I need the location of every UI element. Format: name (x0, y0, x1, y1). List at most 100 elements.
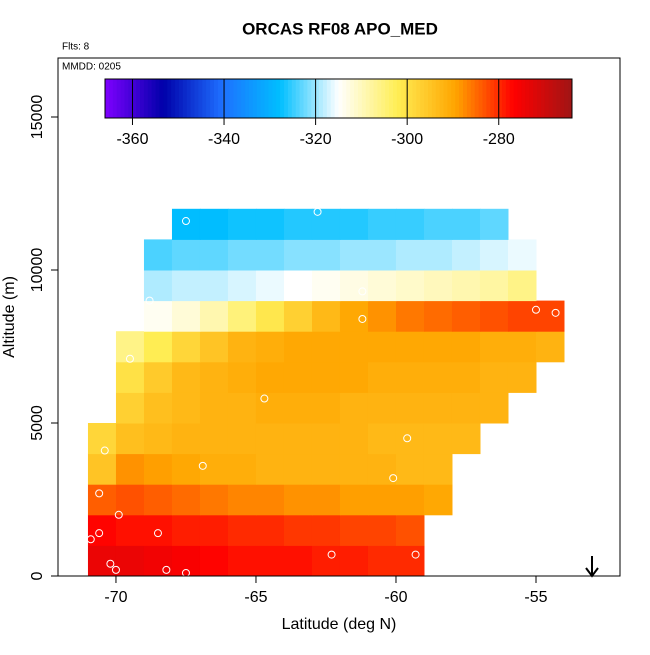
heatmap-cell (367, 422, 397, 455)
y-tick-label: 5000 (29, 405, 46, 441)
sample-point (145, 296, 154, 305)
colorbar-swatch (498, 79, 503, 118)
heatmap-cell (423, 484, 453, 516)
heatmap-cell (283, 545, 313, 577)
colorbar-swatch (381, 79, 386, 118)
sample-point (551, 308, 560, 317)
colorbar-swatch (319, 79, 324, 118)
colorbar-swatch (501, 79, 507, 118)
heatmap-cell (339, 514, 369, 546)
colorbar-swatch (287, 79, 293, 118)
colorbar-swatch (268, 79, 273, 118)
heatmap-cell (367, 484, 397, 516)
colorbar-swatch (229, 79, 234, 118)
colorbar-swatch (178, 79, 184, 118)
colorbar-swatch (416, 79, 421, 118)
sample-point (95, 489, 104, 498)
x-tick-label: -60 (384, 589, 407, 606)
colorbar-swatch (171, 79, 176, 118)
colorbar-swatch (280, 79, 285, 118)
colorbar-swatch (513, 79, 519, 118)
sample-point (125, 354, 134, 363)
colorbar-swatch (120, 79, 125, 118)
heatmap-cell (451, 208, 481, 240)
heatmap-cell (311, 269, 341, 302)
colorbar-swatch (241, 79, 246, 118)
heatmap-cell (479, 392, 509, 424)
heatmap-cell (143, 392, 173, 424)
colorbar-swatch (260, 79, 266, 118)
colorbar-swatch (560, 79, 565, 118)
heatmap-cell (115, 545, 145, 577)
colorbar-swatch (392, 79, 398, 118)
heatmap-cell (227, 545, 257, 577)
heatmap-cell (311, 361, 341, 393)
heatmap-cell (87, 484, 117, 516)
heatmap-cell (255, 300, 285, 332)
heatmap-cell (395, 361, 425, 393)
x-tick-label: -55 (524, 589, 547, 606)
heatmap-cell (507, 269, 537, 302)
colorbar-swatch (217, 79, 223, 118)
heatmap-cell (311, 392, 341, 424)
sample-point (498, 198, 507, 207)
colorbar-swatch (326, 79, 332, 118)
colorbar-swatch (190, 79, 196, 118)
heatmap-cell (451, 239, 481, 271)
colorbar-swatch (357, 79, 363, 118)
heatmap-cell (451, 300, 481, 332)
colorbar-swatch (431, 79, 437, 118)
colorbar-swatch (420, 79, 425, 118)
colorbar-swatch (451, 79, 456, 118)
heatmap-cell (199, 514, 229, 546)
sample-point (198, 461, 207, 470)
heatmap-cell (171, 422, 201, 455)
colorbar-swatch (544, 79, 550, 118)
heatmap-cell (451, 422, 481, 455)
heatmap-cell (227, 331, 257, 363)
heatmap-cell (227, 300, 257, 332)
heatmap-cell (311, 331, 341, 363)
heatmap-cell (339, 331, 369, 363)
colorbar-swatch (256, 79, 262, 118)
x-axis-label: Latitude (deg N) (282, 616, 397, 633)
heatmap-cell (255, 484, 285, 516)
colorbar-swatch (365, 79, 371, 118)
heatmap-cell (395, 392, 425, 424)
heatmap-cell (311, 514, 341, 546)
colorbar-tick-label: -320 (300, 131, 332, 148)
heatmap-cell (339, 422, 369, 455)
heatmap-cell (115, 331, 145, 363)
colorbar-swatch (521, 79, 526, 118)
colorbar-swatch (237, 79, 242, 118)
heatmap-cell (255, 269, 285, 302)
colorbar-swatch (295, 79, 301, 118)
colorbar-swatch (206, 79, 211, 118)
sample-point (313, 207, 322, 216)
colorbar-swatch (505, 79, 511, 118)
heatmap-cell (451, 331, 481, 363)
heatmap-cell (87, 422, 117, 455)
colorbar-swatch (478, 79, 483, 118)
colorbar-swatch (377, 79, 382, 118)
colorbar-swatch (147, 79, 153, 118)
heatmap-cell (255, 453, 285, 485)
sample-point (78, 565, 87, 574)
heatmap-cell (395, 269, 425, 302)
colorbar-swatch (252, 79, 258, 118)
heatmap-cell (423, 392, 453, 424)
heatmap-cell (283, 331, 313, 363)
heatmap-cell (255, 545, 285, 577)
heatmap-cell (199, 331, 229, 363)
colorbar-tick-label: -280 (483, 131, 515, 148)
heatmap-cell (451, 392, 481, 424)
heatmap-cell (507, 300, 537, 332)
colorbar-swatch (210, 79, 215, 118)
heatmap-cell (339, 453, 369, 485)
colorbar-swatch (548, 79, 554, 118)
heatmap-cell (367, 392, 397, 424)
heatmap-cell (171, 392, 201, 424)
heatmap-cell (199, 484, 229, 516)
heatmap-cell (451, 361, 481, 393)
x-tick-label: -65 (244, 589, 267, 606)
